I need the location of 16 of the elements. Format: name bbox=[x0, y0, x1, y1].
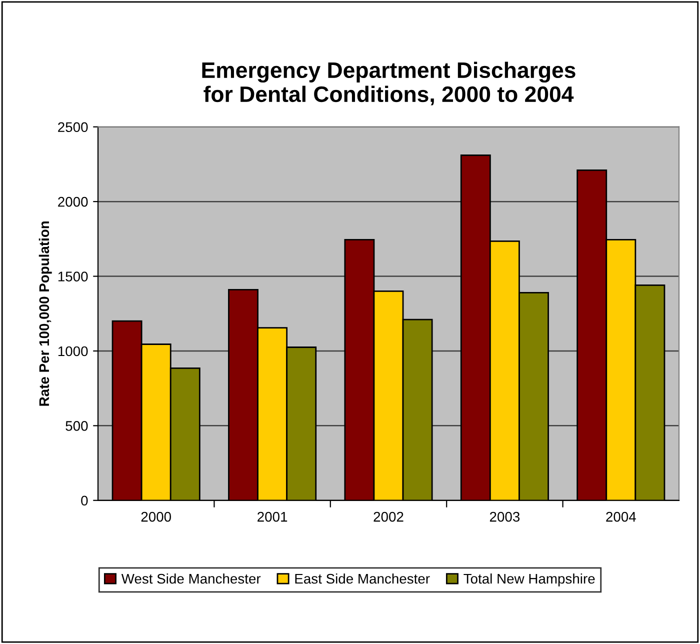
y-tick-label: 0 bbox=[81, 496, 88, 506]
y-tick-label: 2000 bbox=[58, 196, 88, 207]
legend-label: Total New Hampshire bbox=[464, 573, 595, 586]
x-tick-label: 2004 bbox=[606, 512, 636, 522]
x-tick-label: 2002 bbox=[374, 512, 404, 522]
y-tick-label: 1500 bbox=[58, 272, 88, 282]
y-tick-label: 1000 bbox=[58, 346, 88, 356]
chart-title: Emergency Department Discharges for Dental Conditions, 2000 to 2004 bbox=[202, 62, 576, 106]
y-tick-label: 500 bbox=[66, 421, 88, 431]
y-axis-title: Rate Per 100,000 Population bbox=[38, 221, 52, 406]
legend-label: West Side Manchester bbox=[121, 573, 261, 584]
x-tick-label: 2001 bbox=[258, 512, 288, 522]
x-tick-label: 2000 bbox=[141, 512, 172, 522]
x-tick-label: 2003 bbox=[490, 512, 520, 522]
y-tick-label: 2500 bbox=[58, 122, 88, 132]
legend-label: East Side Manchester bbox=[295, 573, 430, 584]
